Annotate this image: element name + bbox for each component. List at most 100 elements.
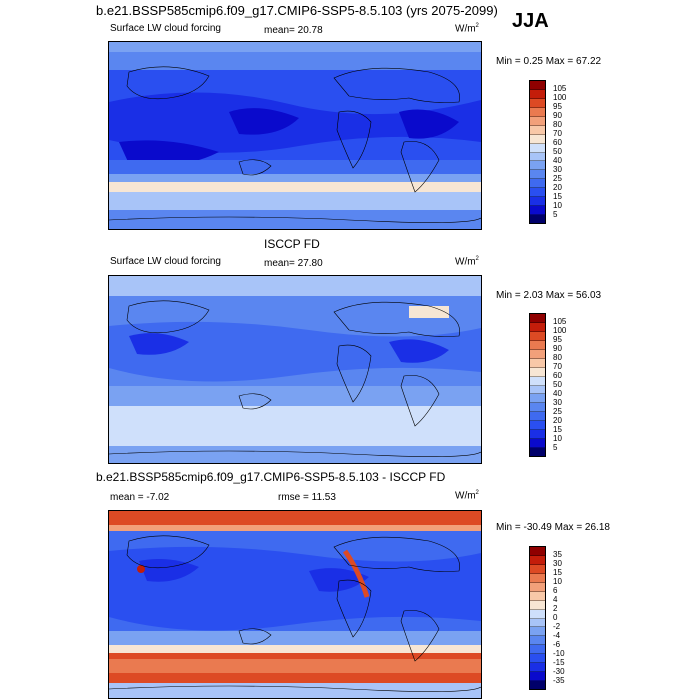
panel3-rmse-label: rmse = 11.53 bbox=[278, 492, 336, 503]
colorbar-tick-label: 80 bbox=[553, 120, 562, 129]
colorbar-swatch bbox=[530, 636, 545, 646]
colorbar-swatch bbox=[530, 681, 545, 689]
colorbar-tick-label: 105 bbox=[553, 317, 567, 326]
colorbar-tick-label: -35 bbox=[553, 676, 565, 685]
panel3-map bbox=[108, 510, 482, 699]
colorbar-tick-label: 30 bbox=[553, 559, 562, 568]
colorbar-tick-label: 50 bbox=[553, 380, 562, 389]
colorbar-swatch bbox=[530, 555, 545, 565]
panel1-units-label: W/m2 bbox=[455, 23, 479, 35]
panel3-map-field bbox=[109, 511, 481, 698]
colorbar-swatch bbox=[530, 179, 545, 189]
panel2-map-field bbox=[109, 276, 481, 463]
colorbar-swatch bbox=[530, 152, 545, 162]
colorbar-tick-label: 95 bbox=[553, 102, 562, 111]
panel1-map bbox=[108, 41, 482, 230]
colorbar-swatch bbox=[530, 367, 545, 377]
colorbar-tick-label: -15 bbox=[553, 658, 565, 667]
colorbar-swatch bbox=[530, 448, 545, 456]
colorbar-tick-label: -6 bbox=[553, 640, 561, 649]
colorbar-swatch bbox=[530, 143, 545, 153]
colorbar-swatch bbox=[530, 547, 545, 556]
colorbar-tick-label: 100 bbox=[553, 93, 567, 102]
colorbar-swatch bbox=[530, 609, 545, 619]
colorbar-tick-label: 10 bbox=[553, 201, 562, 210]
colorbar-tick-label: 40 bbox=[553, 156, 562, 165]
colorbar-tick-label: 15 bbox=[553, 568, 562, 577]
colorbar-swatch bbox=[530, 663, 545, 673]
colorbar-swatch bbox=[530, 430, 545, 440]
colorbar-swatch bbox=[530, 439, 545, 449]
colorbar-swatch bbox=[530, 627, 545, 637]
colorbar-tick-label: 90 bbox=[553, 344, 562, 353]
colorbar-tick-label: 5 bbox=[553, 210, 558, 219]
panel3-heading: b.e21.BSSP585cmip6.f09_g17.CMIP6-SSP5-8.… bbox=[96, 470, 446, 484]
colorbar-tick-label: 70 bbox=[553, 129, 562, 138]
panel3-minmax-label: Min = -30.49 Max = 26.18 bbox=[496, 522, 610, 533]
colorbar-swatch bbox=[530, 645, 545, 655]
panel3-mean-label: mean = -7.02 bbox=[110, 492, 170, 503]
colorbar-tick-label: 35 bbox=[553, 550, 562, 559]
panel1-variable-label: Surface LW cloud forcing bbox=[110, 23, 221, 34]
colorbar-swatch bbox=[530, 564, 545, 574]
colorbar-tick-label: 95 bbox=[553, 335, 562, 344]
colorbar-tick-label: 40 bbox=[553, 389, 562, 398]
colorbar-swatch bbox=[530, 394, 545, 404]
panel2-heading: ISCCP FD bbox=[264, 237, 320, 251]
colorbar-tick-label: 4 bbox=[553, 595, 558, 604]
panel3-colorbar bbox=[529, 546, 546, 690]
colorbar-swatch bbox=[530, 331, 545, 341]
panel2-minmax-label: Min = 2.03 Max = 56.03 bbox=[496, 290, 602, 301]
colorbar-tick-label: 2 bbox=[553, 604, 558, 613]
colorbar-tick-label: 50 bbox=[553, 147, 562, 156]
colorbar-swatch bbox=[530, 107, 545, 117]
colorbar-swatch bbox=[530, 340, 545, 350]
colorbar-swatch bbox=[530, 591, 545, 601]
colorbar-tick-label: 30 bbox=[553, 165, 562, 174]
panel2-colorbar bbox=[529, 313, 546, 457]
colorbar-tick-label: 70 bbox=[553, 362, 562, 371]
panel1-colorbar bbox=[529, 80, 546, 224]
colorbar-swatch bbox=[530, 349, 545, 359]
colorbar-swatch bbox=[530, 573, 545, 583]
colorbar-tick-label: 105 bbox=[553, 84, 567, 93]
colorbar-swatch bbox=[530, 188, 545, 198]
colorbar-swatch bbox=[530, 385, 545, 395]
colorbar-swatch bbox=[530, 98, 545, 108]
figure-title: b.e21.BSSP585cmip6.f09_g17.CMIP6-SSP5-8.… bbox=[96, 3, 498, 18]
panel2-units-label: W/m2 bbox=[455, 256, 479, 268]
colorbar-tick-label: 80 bbox=[553, 353, 562, 362]
colorbar-tick-label: -2 bbox=[553, 622, 561, 631]
colorbar-swatch bbox=[530, 314, 545, 323]
season-label: JJA bbox=[512, 10, 549, 32]
colorbar-swatch bbox=[530, 170, 545, 180]
colorbar-tick-label: 5 bbox=[553, 443, 558, 452]
colorbar-swatch bbox=[530, 582, 545, 592]
panel1-minmax-label: Min = 0.25 Max = 67.22 bbox=[496, 56, 602, 67]
colorbar-swatch bbox=[530, 116, 545, 126]
colorbar-tick-label: 0 bbox=[553, 613, 558, 622]
panel2-map bbox=[108, 275, 482, 464]
colorbar-swatch bbox=[530, 672, 545, 682]
colorbar-tick-label: 60 bbox=[553, 138, 562, 147]
colorbar-swatch bbox=[530, 421, 545, 431]
colorbar-tick-label: 15 bbox=[553, 425, 562, 434]
colorbar-tick-label: 100 bbox=[553, 326, 567, 335]
colorbar-swatch bbox=[530, 81, 545, 90]
colorbar-tick-label: 6 bbox=[553, 586, 558, 595]
colorbar-tick-label: 30 bbox=[553, 398, 562, 407]
colorbar-swatch bbox=[530, 376, 545, 386]
colorbar-tick-label: 25 bbox=[553, 407, 562, 416]
panel1-mean-label: mean= 20.78 bbox=[264, 25, 323, 36]
colorbar-tick-label: 20 bbox=[553, 183, 562, 192]
colorbar-swatch bbox=[530, 600, 545, 610]
colorbar-swatch bbox=[530, 197, 545, 207]
panel3-units-label: W/m2 bbox=[455, 490, 479, 502]
colorbar-tick-label: -4 bbox=[553, 631, 561, 640]
colorbar-swatch bbox=[530, 412, 545, 422]
colorbar-swatch bbox=[530, 654, 545, 664]
colorbar-swatch bbox=[530, 125, 545, 135]
colorbar-swatch bbox=[530, 161, 545, 171]
colorbar-tick-label: 90 bbox=[553, 111, 562, 120]
colorbar-tick-label: 10 bbox=[553, 434, 562, 443]
